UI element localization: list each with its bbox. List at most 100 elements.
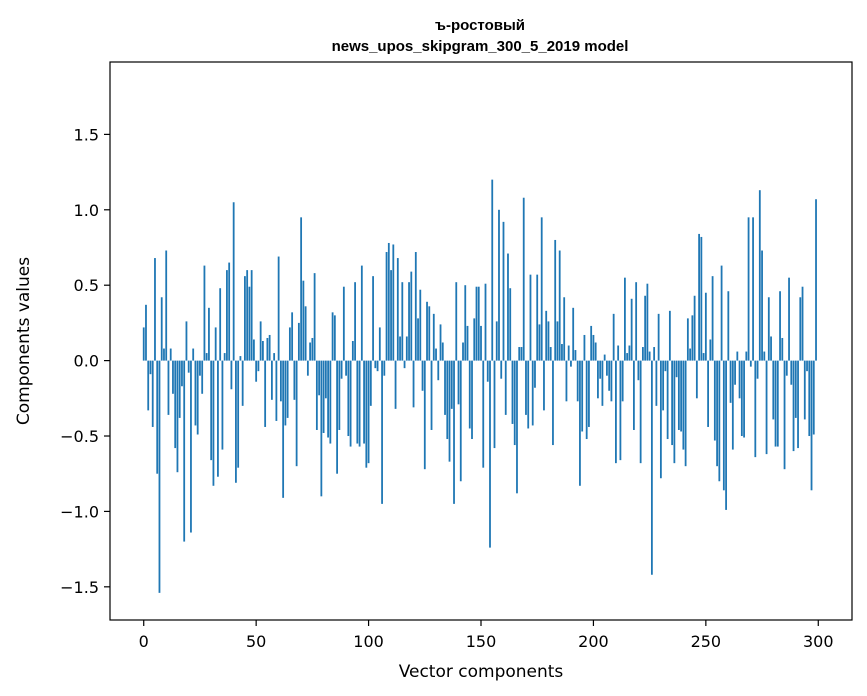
bar bbox=[471, 360, 473, 440]
bar bbox=[230, 360, 233, 390]
bar bbox=[547, 321, 550, 361]
bar bbox=[722, 360, 725, 491]
bar bbox=[794, 360, 797, 418]
bar bbox=[513, 360, 516, 446]
bar bbox=[450, 360, 453, 409]
bar bbox=[261, 341, 264, 361]
bar bbox=[387, 242, 390, 361]
bar bbox=[315, 360, 318, 430]
bar bbox=[713, 360, 716, 441]
bar bbox=[349, 360, 352, 447]
bar bbox=[358, 360, 361, 447]
bar bbox=[592, 334, 595, 361]
bar bbox=[394, 360, 397, 409]
bar bbox=[682, 360, 685, 450]
bar bbox=[646, 283, 649, 361]
bar bbox=[185, 321, 188, 361]
bar bbox=[288, 327, 291, 361]
bar bbox=[192, 348, 195, 361]
bar bbox=[525, 360, 527, 415]
bar bbox=[659, 360, 662, 479]
bar bbox=[615, 360, 617, 464]
bar bbox=[626, 353, 629, 361]
bar bbox=[576, 360, 579, 402]
bar bbox=[403, 360, 406, 369]
bar bbox=[437, 360, 440, 381]
bar bbox=[671, 360, 674, 446]
bar bbox=[695, 360, 698, 399]
bar bbox=[641, 347, 644, 361]
y-axis-ticks: 1.5 1.0 0.5 0.0 −0.5 −1.0 −1.5 bbox=[60, 125, 110, 597]
bar bbox=[684, 360, 687, 467]
bar bbox=[803, 360, 806, 420]
bar bbox=[363, 360, 365, 444]
bar bbox=[306, 360, 309, 376]
bar bbox=[774, 360, 777, 447]
bar bbox=[698, 233, 701, 361]
bar bbox=[142, 327, 145, 361]
bar bbox=[561, 344, 563, 361]
bar bbox=[637, 360, 640, 381]
bar bbox=[336, 360, 338, 474]
bar bbox=[223, 353, 226, 361]
bar bbox=[594, 342, 597, 361]
bar bbox=[718, 360, 721, 482]
bar bbox=[385, 252, 388, 361]
bar bbox=[655, 360, 658, 406]
y-tick-label: 0.5 bbox=[74, 276, 99, 295]
bar bbox=[621, 360, 624, 402]
bar bbox=[156, 360, 159, 474]
bar bbox=[273, 353, 276, 361]
bar bbox=[187, 360, 190, 373]
bar bbox=[369, 360, 372, 406]
bar bbox=[680, 360, 683, 432]
bar bbox=[176, 360, 179, 473]
bar bbox=[360, 265, 363, 361]
bar bbox=[392, 244, 395, 361]
bar bbox=[219, 288, 222, 361]
bar bbox=[477, 286, 480, 361]
bar bbox=[333, 315, 336, 361]
bar bbox=[588, 360, 590, 427]
bar bbox=[704, 292, 707, 361]
bar bbox=[172, 360, 174, 394]
bar bbox=[504, 360, 507, 415]
bar bbox=[610, 360, 613, 402]
bar bbox=[408, 282, 410, 361]
bar bbox=[423, 360, 426, 470]
bar bbox=[666, 360, 669, 440]
bar bbox=[657, 313, 660, 361]
bar bbox=[677, 360, 680, 430]
bar bbox=[585, 360, 588, 440]
bar bbox=[466, 325, 469, 361]
bar bbox=[632, 360, 635, 430]
bar bbox=[675, 360, 678, 378]
bar bbox=[190, 360, 192, 533]
bar bbox=[473, 318, 476, 361]
bar bbox=[668, 310, 671, 361]
bar bbox=[702, 353, 705, 361]
bar bbox=[410, 271, 413, 361]
bar bbox=[163, 348, 165, 361]
bar bbox=[612, 313, 615, 361]
bar bbox=[372, 276, 374, 361]
x-axis-label: Vector components bbox=[399, 662, 564, 682]
bar bbox=[720, 265, 723, 361]
bar bbox=[203, 265, 206, 361]
bar bbox=[286, 360, 289, 418]
bar bbox=[583, 334, 586, 361]
bar bbox=[549, 347, 552, 361]
bar bbox=[277, 256, 280, 361]
bar bbox=[484, 283, 487, 361]
bar bbox=[439, 324, 442, 361]
bar bbox=[480, 325, 482, 361]
bar bbox=[740, 360, 743, 437]
bar bbox=[554, 239, 557, 361]
x-tick-label: 100 bbox=[353, 632, 384, 651]
bar bbox=[270, 360, 273, 400]
bar bbox=[597, 360, 599, 399]
bar bbox=[342, 286, 345, 361]
bar bbox=[785, 360, 788, 376]
bar bbox=[808, 360, 811, 437]
bar bbox=[590, 325, 593, 361]
